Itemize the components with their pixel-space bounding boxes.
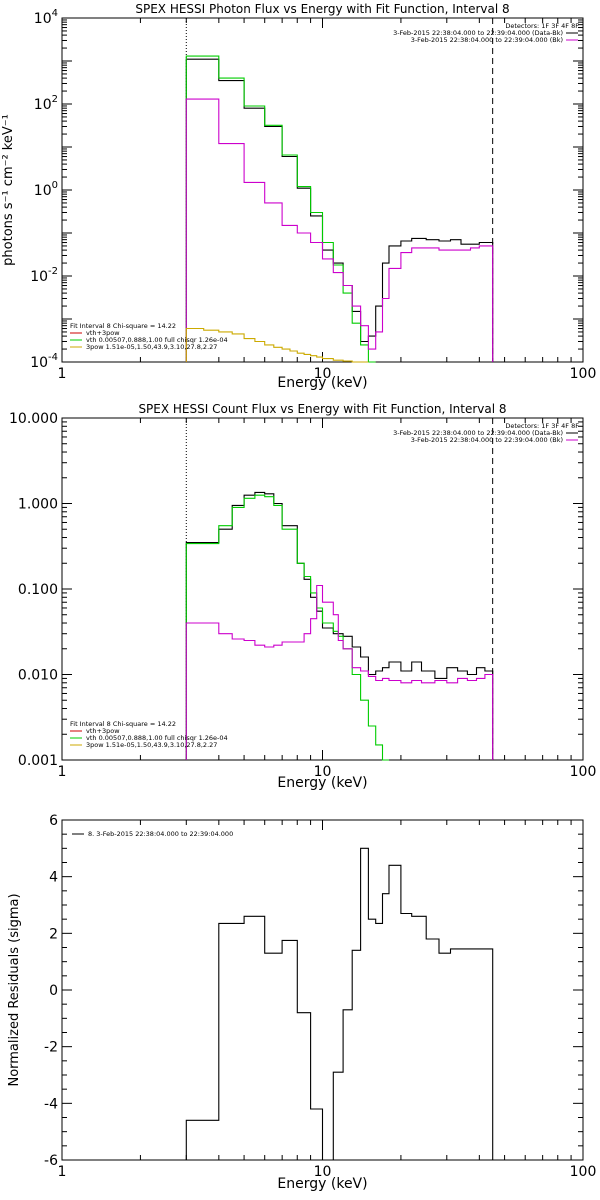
y-axis-label: Normalized Residuals (sigma) (7, 893, 22, 1086)
y-tick-label: 104 (34, 8, 58, 27)
y-tick-label: -2 (44, 1040, 58, 1056)
legend-right-text: 3-Feb-2015 22:38:04.000 to 22:39:04.000 … (411, 436, 563, 444)
series-line-0 (185, 58, 494, 362)
count-flux-panel: 1 10 100 0.001 0.010 0.100 1.000 10.000 SPEX HES… (0, 400, 600, 800)
y-tick-label: 4 (49, 870, 58, 886)
x-tick-label: 1 (58, 764, 67, 780)
x-tick-label: 100 (570, 366, 597, 382)
x-axis-label: Energy (keV) (277, 375, 367, 391)
y-tick-label: 0 (49, 983, 58, 999)
legend-left-text: 3pow 1.51e-05,1.50,43.9,3.10,27.8,2.27 (86, 741, 217, 749)
legend-left-text: Fit Interval 8 Chi-square = 14.22 (70, 322, 176, 330)
legend-left-text: Fit Interval 8 Chi-square = 14.22 (70, 720, 176, 728)
y-tick-label: 10-4 (30, 352, 58, 371)
chart-title: SPEX HESSI Photon Flux vs Energy with Fi… (135, 2, 509, 16)
legend-left-text: 3pow 1.51e-05,1.50,43.9,3.10,27.8,2.27 (86, 343, 217, 351)
y-tick-label: 0.100 (18, 582, 58, 598)
photon-flux-chart: 1 10 100 10-4 10-2 100 102 104 SPEX HESSI Photon… (1, 2, 597, 391)
y-tick-label: 0.010 (18, 668, 58, 684)
y-tick-label: -6 (44, 1153, 58, 1169)
x-tick-label: 10 (314, 1164, 332, 1180)
y-tick-label: 10.000 (9, 411, 58, 427)
y-tick-label: 1.000 (18, 497, 58, 513)
y-tick-label: 10-2 (30, 266, 58, 285)
series-line-0 (185, 491, 494, 760)
legend-right-text: 3-Feb-2015 22:38:04.000 to 22:39:04.000 … (393, 429, 563, 437)
y-tick-label: 2 (49, 926, 58, 942)
y-tick-label: 6 (49, 813, 58, 829)
count-flux-chart: 1 10 100 0.001 0.010 0.100 1.000 10.000 SPEX HES… (9, 402, 597, 791)
legend-right-text: 3-Feb-2015 22:38:04.000 to 22:39:04.000 … (393, 29, 563, 37)
residuals-chart: 1 10 100 -6 -4 -2 0 2 4 6 Energy (keV) Normalized R… (7, 813, 597, 1192)
legend-left-text: vth+3pow (86, 329, 120, 337)
photon-flux-panel: 1 10 100 10-4 10-2 100 102 104 SPEX HESSI Photon… (0, 0, 600, 400)
y-axis-label: photons s⁻¹ cm⁻² keV⁻¹ (1, 114, 16, 266)
plot-frame (61, 17, 584, 363)
residuals-panel: 1 10 100 -6 -4 -2 0 2 4 6 Energy (keV) Normalized R… (0, 800, 600, 1200)
x-tick-label: 1 (58, 366, 67, 382)
x-tick-label: 10 (314, 366, 332, 382)
x-axis-label: Energy (keV) (277, 775, 367, 791)
chart-title: SPEX HESSI Count Flux vs Energy with Fit… (138, 402, 506, 416)
series-line-3 (185, 327, 369, 363)
x-tick-label: 1 (58, 1164, 67, 1180)
x-tick-label: 100 (570, 764, 597, 780)
legend-right-text: Detectors: 1F 3F 4F 8F (505, 22, 579, 30)
series-line-2 (185, 98, 494, 362)
y-tick-label: 0.001 (18, 753, 58, 769)
series-line-0 (185, 847, 494, 1161)
y-tick-label: 102 (34, 94, 58, 113)
legend-left-text: vth 0.00507,0.888,1.00 full chisqr 1.26e… (86, 336, 228, 344)
x-axis-label: Energy (keV) (277, 1176, 367, 1192)
series-line-2 (185, 584, 494, 760)
x-tick-label: 10 (314, 764, 332, 780)
legend-top-text: 8. 3-Feb-2015 22:38:04.000 to 22:39:04.0… (88, 830, 233, 838)
x-tick-label: 100 (570, 1164, 597, 1180)
legend-right-text: Detectors: 1F 3F 4F 8F (505, 422, 579, 430)
y-tick-label: -4 (44, 1096, 58, 1112)
legend-left-text: vth+3pow (86, 727, 120, 735)
series-line-1 (185, 494, 389, 761)
legend-right-text: 3-Feb-2015 22:38:04.000 to 22:39:04.000 … (411, 36, 563, 44)
y-tick-label: 100 (34, 180, 58, 199)
legend-left-text: vth 0.00507,0.888,1.00 full chisqr 1.26e… (86, 734, 228, 742)
series-line-1 (185, 55, 376, 363)
